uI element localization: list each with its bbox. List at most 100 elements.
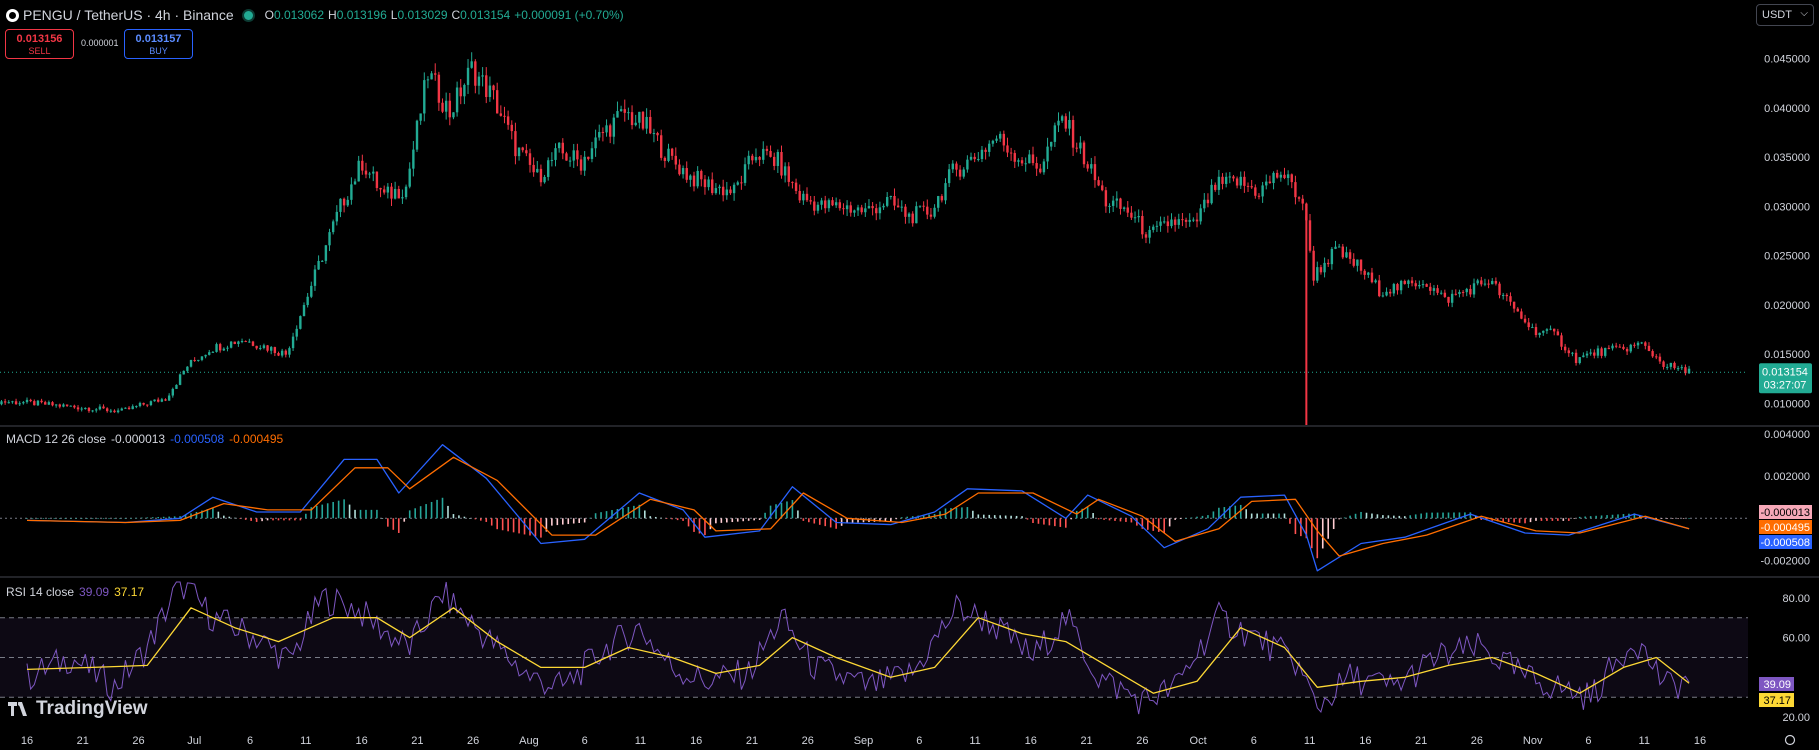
candle-body <box>652 133 656 135</box>
candle-body <box>1308 220 1312 251</box>
macd-histogram-bar <box>824 518 827 527</box>
macd-legend[interactable]: MACD 12 26 close -0.000013 -0.000508 -0.000… <box>6 432 288 446</box>
macd-histogram-bar <box>1682 518 1685 519</box>
candle-body <box>1509 296 1512 302</box>
macd-histogram-bar <box>321 504 324 519</box>
candle-body <box>926 206 929 215</box>
rsi-value-label[interactable] <box>1759 677 1794 691</box>
buy-button[interactable]: 0.013157 BUY <box>124 29 193 59</box>
sell-button[interactable]: 0.013156 SELL <box>5 29 74 59</box>
candle-body <box>845 205 849 210</box>
candle-body <box>408 168 411 187</box>
candle-body <box>583 156 586 171</box>
tradingview-logo[interactable]: TradingView <box>8 698 148 720</box>
candle-body <box>842 208 845 210</box>
candle-body <box>1662 361 1665 367</box>
candle-body <box>707 179 710 188</box>
macd-histogram-bar <box>753 518 755 521</box>
macd-value-label[interactable] <box>1759 505 1812 519</box>
macd-histogram-bar <box>928 514 930 519</box>
candle-body <box>393 188 397 199</box>
time-tick-label: 11 <box>635 735 646 747</box>
macd-histogram-bar <box>1015 515 1018 519</box>
macd-histogram-bar <box>676 518 679 521</box>
macd-histogram-bar <box>715 518 717 524</box>
candle-body <box>1250 186 1253 188</box>
tradingview-icon <box>8 702 27 716</box>
rsi-value-label[interactable] <box>1759 693 1794 707</box>
macd-value-label[interactable] <box>1759 520 1812 534</box>
candle-body <box>495 90 499 114</box>
candle-body <box>969 156 973 160</box>
symbol-title[interactable]: PENGU / TetherUS · 4h · Binance <box>23 7 234 23</box>
macd-histogram-bar <box>1311 518 1313 549</box>
macd-histogram-bar <box>922 515 925 519</box>
candle-body <box>907 213 911 217</box>
candle-body <box>1512 301 1516 309</box>
candle-body <box>645 116 648 129</box>
macd-histogram-bar <box>397 518 400 533</box>
macd-histogram-bar <box>151 517 154 519</box>
candle-body <box>977 158 980 160</box>
macd-histogram-bar <box>1507 518 1510 523</box>
macd-histogram-bar <box>507 518 509 532</box>
macd-histogram-bar <box>376 509 378 519</box>
candle-body <box>747 155 750 165</box>
candle-body <box>656 133 659 136</box>
macd-histogram-bar <box>747 518 750 521</box>
time-tick-label: 21 <box>77 735 89 747</box>
macd-histogram-bar <box>786 501 788 519</box>
change-value: +0.000091 (+0.70%) <box>514 8 624 22</box>
candle-body <box>700 170 703 180</box>
macd-histogram-bar <box>1338 518 1340 520</box>
candle-body <box>357 160 360 182</box>
macd-histogram-bar <box>239 518 242 519</box>
last-price-label[interactable] <box>1759 363 1812 394</box>
candle-body <box>1381 295 1385 297</box>
candle-body <box>1534 327 1538 336</box>
candle-body <box>474 61 477 86</box>
macd-histogram-bar <box>742 518 745 522</box>
candle-body <box>864 208 867 213</box>
symbol-legend: PENGU / TetherUS · 4h · Binance O 0.01306… <box>6 6 624 24</box>
macd-histogram-bar <box>1218 507 1220 519</box>
candle-body <box>1356 259 1359 266</box>
macd-histogram-bar <box>69 518 72 519</box>
sell-label: SELL <box>28 46 51 56</box>
macd-histogram-bar <box>1054 518 1056 527</box>
macd-histogram-bar <box>1611 514 1614 519</box>
time-tick-label: 16 <box>1025 735 1037 747</box>
macd-histogram-bar <box>1442 512 1444 519</box>
candle-body <box>1265 181 1268 186</box>
candle-body <box>1629 344 1632 352</box>
candle-body <box>1108 205 1111 207</box>
candle-body <box>1585 353 1589 356</box>
candle-body <box>820 200 823 205</box>
macd-histogram-bar <box>999 515 1001 519</box>
macd-value-label[interactable] <box>1759 535 1812 549</box>
rsi-value: 39.09 <box>79 585 110 599</box>
macd-histogram-bar <box>496 518 498 530</box>
candle-body <box>1254 187 1257 196</box>
macd-histogram-bar <box>1250 513 1253 519</box>
gear-icon[interactable] <box>1784 734 1796 746</box>
macd-histogram-bar <box>518 518 520 534</box>
macd-histogram-bar <box>1212 511 1215 519</box>
candle-body <box>164 399 167 401</box>
candle-body <box>54 404 58 406</box>
macd-histogram-bar <box>474 518 477 520</box>
candle-body <box>73 405 76 408</box>
macd-histogram-bar <box>201 510 203 519</box>
candle-body <box>91 410 94 412</box>
candle-body <box>638 111 641 123</box>
time-tick-label: 11 <box>1639 735 1650 747</box>
macd-histogram-bar <box>1529 518 1532 523</box>
macd-histogram-bar <box>1327 518 1330 539</box>
rsi-legend[interactable]: RSI 14 close 39.09 37.17 <box>6 585 149 599</box>
candle-body <box>579 159 583 171</box>
candle-body <box>277 353 280 356</box>
macd-histogram-bar <box>1125 518 1127 522</box>
candle-body <box>1246 185 1250 187</box>
currency-select[interactable]: USDT ⌵ <box>1756 4 1814 26</box>
